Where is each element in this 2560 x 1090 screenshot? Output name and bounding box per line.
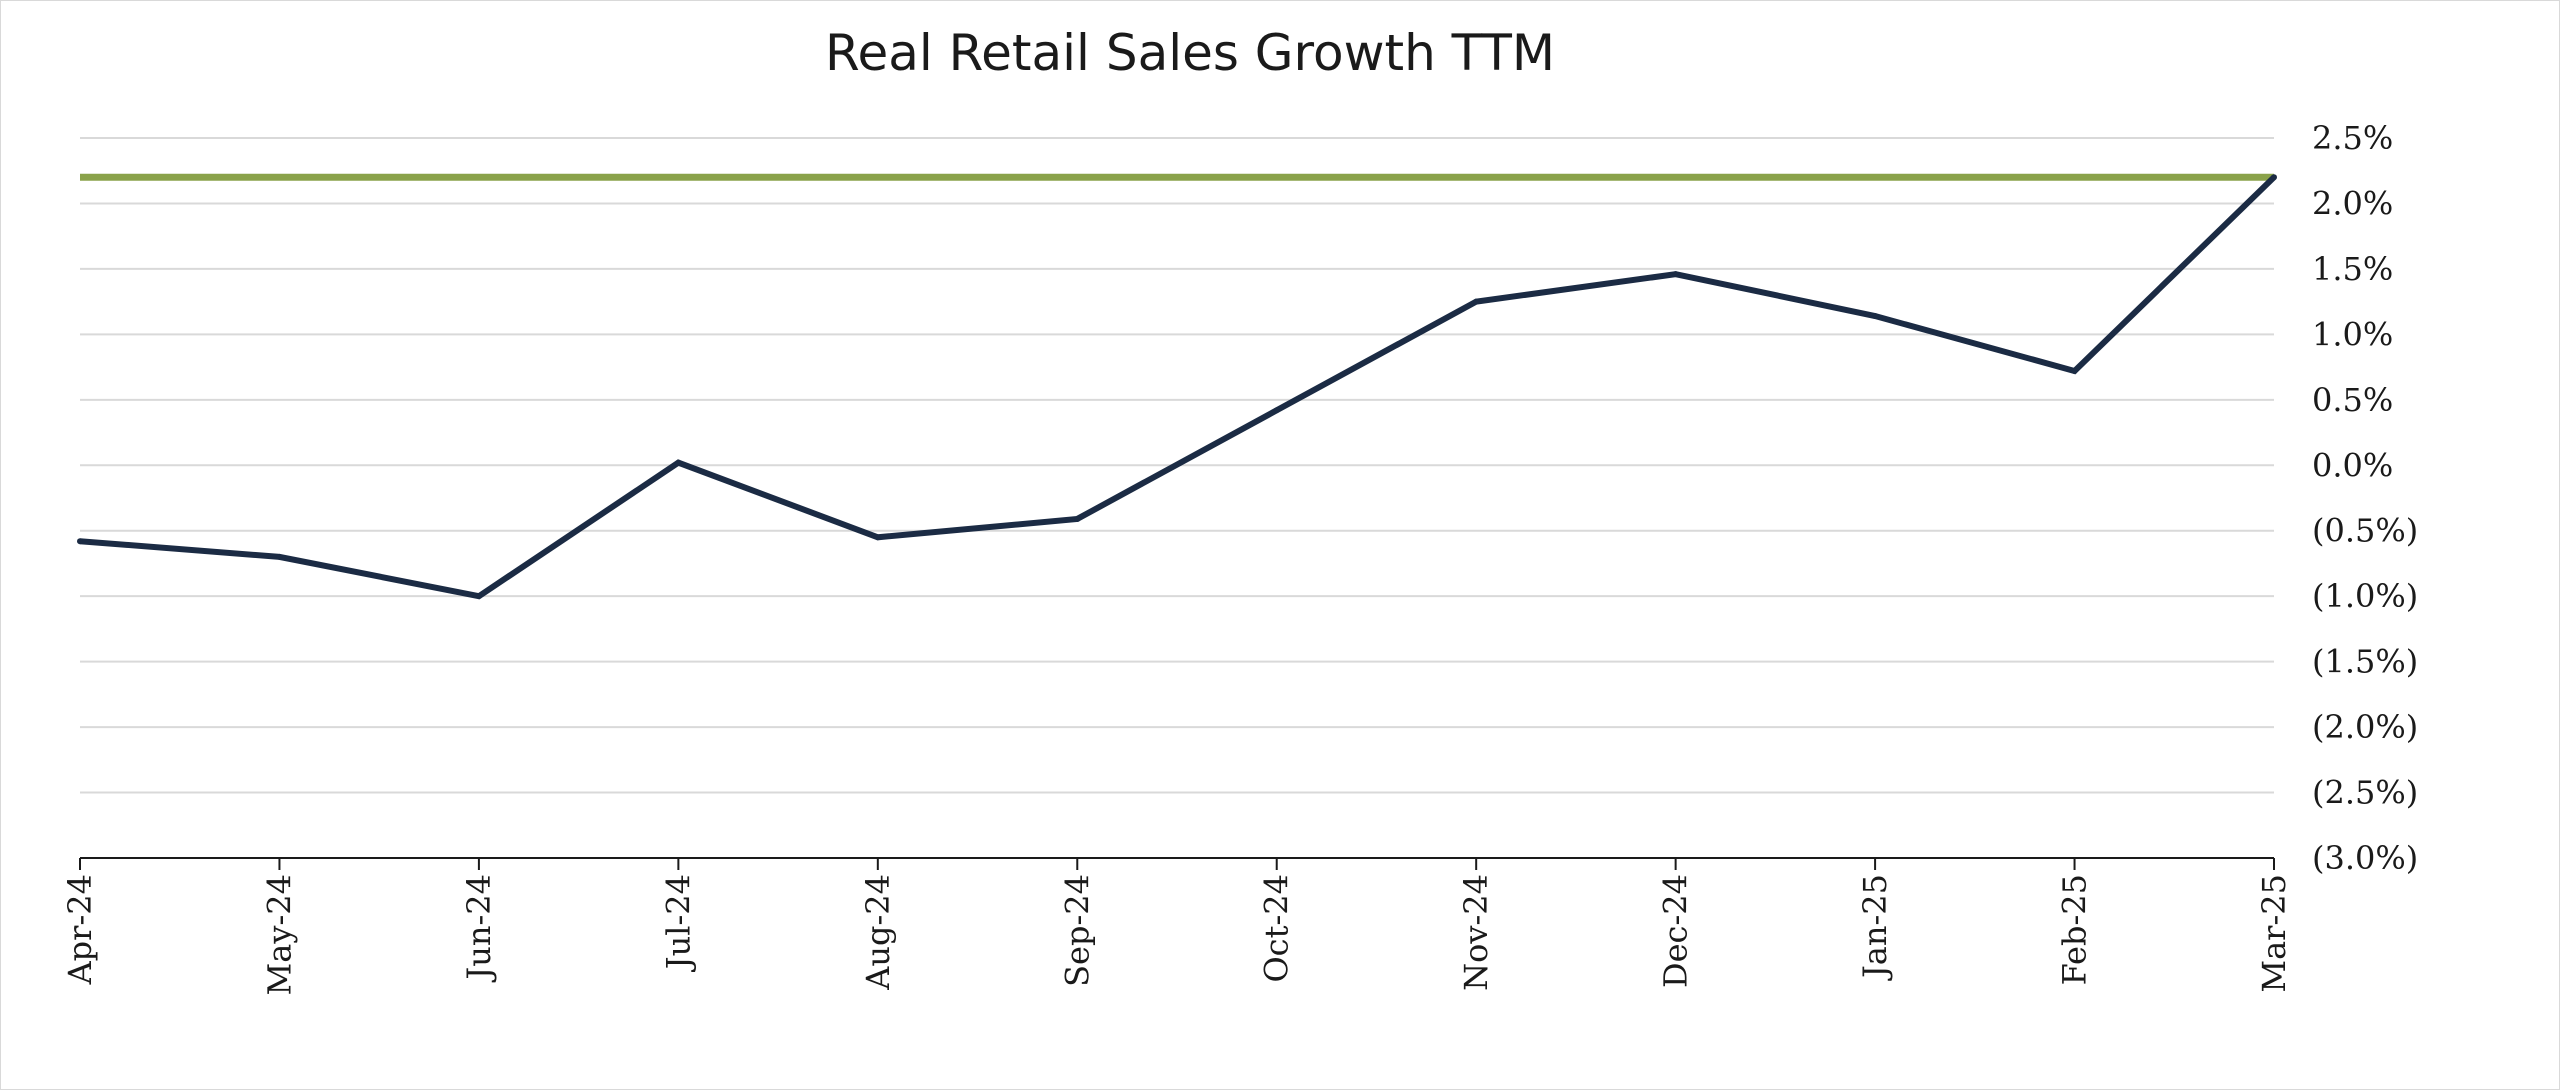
x-tick-label: Oct-24 [1258, 874, 1296, 983]
y-tick-label: (2.0%) [2312, 708, 2418, 746]
data-point [2071, 368, 2078, 375]
data-point [2271, 174, 2277, 181]
x-tick-label: May-24 [260, 874, 298, 995]
chart-title: Real Retail Sales Growth TTM [824, 24, 1556, 82]
x-tick-label: Apr-24 [61, 874, 99, 985]
y-tick-label: (1.0%) [2312, 577, 2418, 615]
data-point [475, 593, 482, 600]
x-tick-label: Feb-25 [2056, 874, 2094, 985]
y-tick-label: (2.5%) [2312, 774, 2418, 812]
y-tick-label: 2.5% [2312, 119, 2393, 157]
x-axis [79, 857, 2275, 870]
data-point [276, 553, 283, 560]
y-tick-label: 0.0% [2312, 446, 2393, 484]
x-tick-labels: Apr-24 May-24 Jun-24 Jul-24 Aug-24 Sep-24 Oct-… [61, 874, 2293, 995]
y-tick-label: 0.5% [2312, 381, 2393, 419]
series-group [77, 174, 2277, 600]
y-tick-label: 2.0% [2312, 184, 2393, 222]
x-tick-label: Jul-24 [659, 874, 697, 972]
data-point [1473, 298, 1480, 305]
data-point [1074, 515, 1081, 522]
y-tick-label: 1.0% [2312, 315, 2393, 353]
data-point [1872, 313, 1879, 320]
x-tick-label: Sep-24 [1058, 874, 1096, 987]
y-tick-labels: 2.5% 2.0% 1.5% 1.0% 0.5% 0.0% (0.5%) (1.0%) (1.5… [2312, 119, 2418, 877]
y-tick-label: (0.5%) [2312, 512, 2418, 550]
x-tick-label: Jan-25 [1856, 874, 1894, 981]
data-point [675, 459, 682, 466]
x-tick-label: Aug-24 [859, 874, 897, 991]
y-tick-label: (3.0%) [2312, 839, 2418, 877]
data-point [77, 538, 83, 545]
y-tick-label: 1.5% [2312, 250, 2393, 288]
data-point [1273, 407, 1280, 414]
y-tick-label: (1.5%) [2312, 643, 2418, 681]
data-point [1672, 271, 1679, 278]
x-tick-label: Nov-24 [1457, 874, 1495, 991]
series-line [79, 175, 2277, 600]
x-tick-label: Mar-25 [2255, 874, 2293, 993]
data-point [874, 534, 881, 541]
x-tick-label: Dec-24 [1657, 874, 1695, 988]
x-tick-label: Jun-24 [460, 874, 498, 983]
